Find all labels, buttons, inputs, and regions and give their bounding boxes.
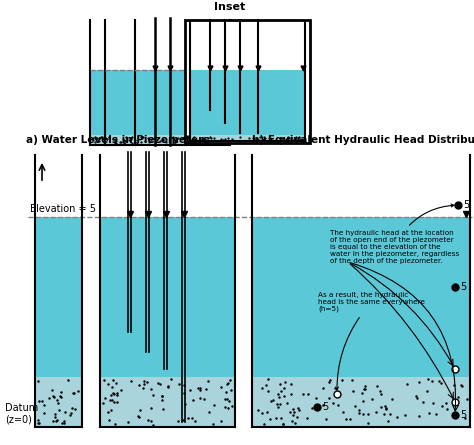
Text: a) Water Levels in Piezometers: a) Water Levels in Piezometers: [27, 135, 210, 145]
Text: b) Equivalent Hydraulic Head Distribution: b) Equivalent Hydraulic Head Distributio…: [252, 135, 474, 145]
Bar: [252, 377, 470, 427]
Text: The hydraulic head at the location
of the open end of the piezometer
is equal to: The hydraulic head at the location of th…: [330, 204, 459, 264]
Bar: [100, 217, 235, 377]
Text: Elevation = 5: Elevation = 5: [30, 204, 96, 214]
Bar: [35, 377, 82, 427]
Text: As a result, the hydraulic
head is the same everywhere
(h=5): As a result, the hydraulic head is the s…: [318, 292, 425, 390]
Bar: [190, 135, 305, 141]
Bar: [35, 217, 82, 377]
Bar: [190, 70, 305, 135]
Text: 5: 5: [460, 410, 466, 420]
Bar: [90, 70, 230, 135]
Text: 5: 5: [463, 200, 469, 210]
Text: Datum
(z=0): Datum (z=0): [5, 404, 38, 425]
Text: Inset: Inset: [214, 2, 246, 12]
Bar: [90, 135, 230, 145]
Bar: [252, 217, 470, 377]
Bar: [185, 20, 310, 143]
Text: 5: 5: [322, 402, 328, 412]
Bar: [105, 70, 135, 145]
Bar: [105, 135, 135, 145]
Bar: [100, 377, 235, 427]
Text: 5: 5: [460, 282, 466, 292]
